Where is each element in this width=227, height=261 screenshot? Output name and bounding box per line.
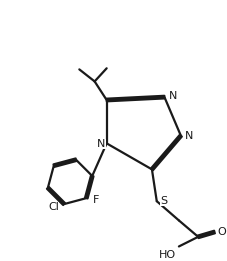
Text: O: O	[218, 227, 227, 237]
Text: S: S	[160, 196, 167, 206]
Text: N: N	[97, 139, 106, 150]
Text: Cl: Cl	[48, 202, 59, 212]
Text: N: N	[168, 91, 177, 101]
Text: N: N	[185, 131, 193, 141]
Text: F: F	[92, 195, 99, 205]
Text: HO: HO	[159, 250, 176, 260]
